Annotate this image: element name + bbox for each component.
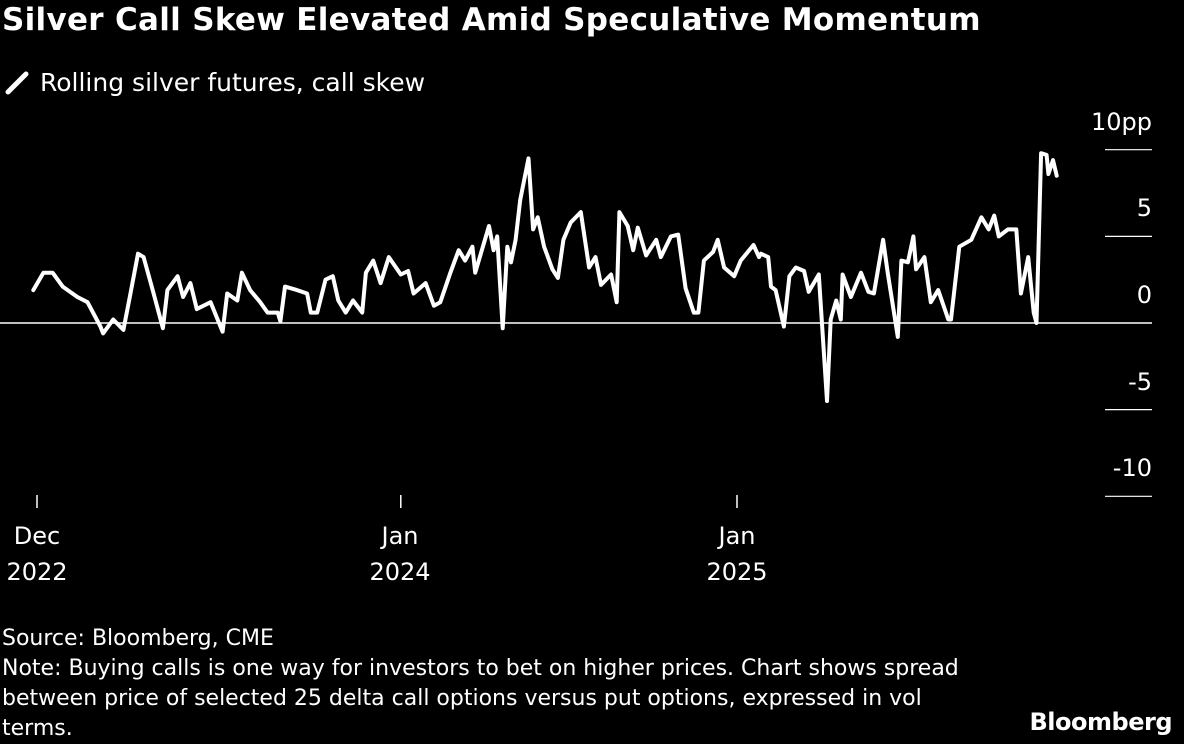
x-tick-month: Jan: [381, 522, 419, 550]
pencil-slash-icon: [5, 71, 29, 94]
legend-label: Rolling silver futures, call skew: [40, 68, 426, 97]
legend: Rolling silver futures, call skew: [4, 68, 425, 97]
y-tick-label: -10: [1112, 454, 1152, 482]
footer: Source: Bloomberg, CME Note: Buying call…: [2, 624, 962, 744]
x-tick-label: Dec 2022: [0, 518, 97, 590]
note-text: Note: Buying calls is one way for invest…: [2, 656, 959, 741]
y-tick-label: -5: [1128, 368, 1152, 396]
x-tick-label: Jan 2024: [340, 518, 460, 590]
x-tick-month: Jan: [718, 522, 756, 550]
x-tick-label: Jan 2025: [677, 518, 797, 590]
y-tick-label: 10pp: [1090, 108, 1152, 136]
source-text: Source: Bloomberg, CME: [2, 626, 274, 651]
y-tick-label: 0: [1136, 281, 1152, 309]
x-tick-year: 2024: [369, 558, 431, 586]
x-tick-year: 2025: [706, 558, 768, 586]
x-tick-year: 2022: [6, 558, 68, 586]
bloomberg-logo: Bloomberg: [1029, 708, 1173, 736]
x-tick-month: Dec: [13, 522, 61, 550]
y-tick-label: 5: [1136, 194, 1152, 222]
series-line: [31, 151, 1059, 403]
chart-title: Silver Call Skew Elevated Amid Speculati…: [2, 2, 981, 38]
